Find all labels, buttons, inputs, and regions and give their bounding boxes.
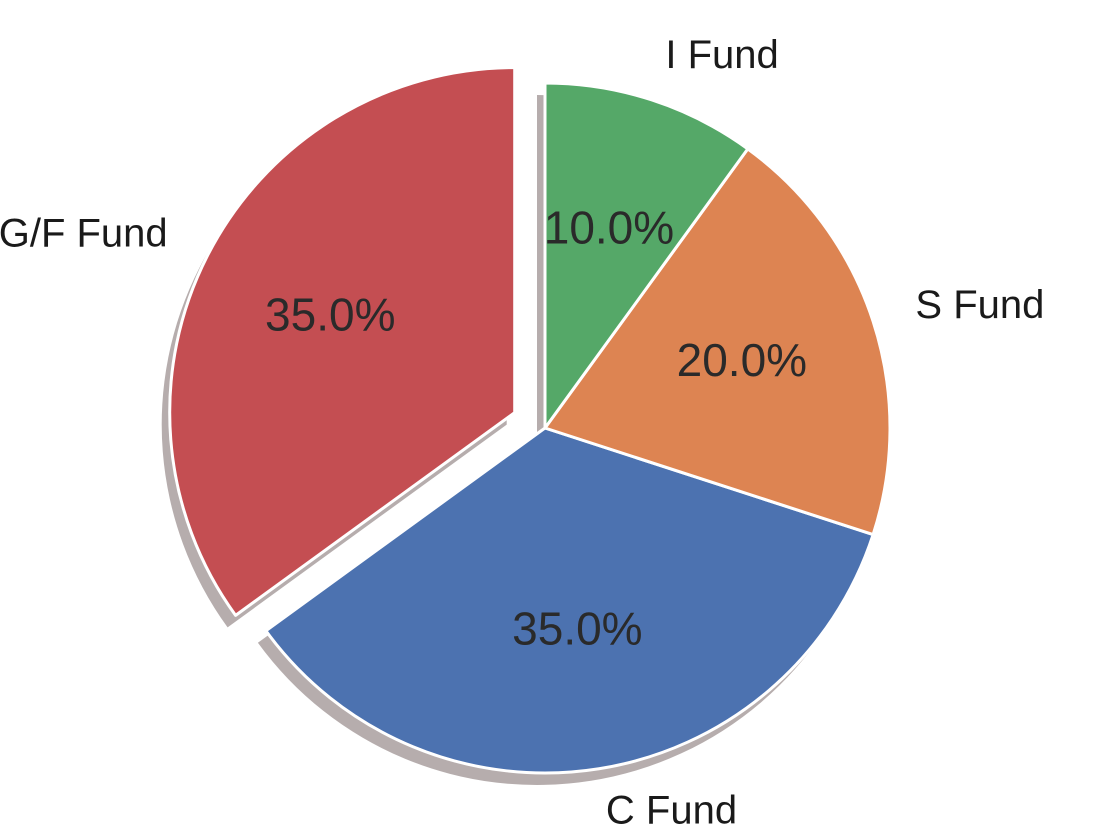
pie-label-layer: G/F Fund 35.0% C Fund 35.0% S Fund 20.0% I Fun… (0, 33, 1044, 832)
slice-pct-s-fund: 20.0% (677, 334, 807, 386)
slice-label-g-f-fund: G/F Fund (0, 211, 168, 255)
pie-slice-g-f-fund (168, 66, 517, 617)
slice-pct-g-f-fund: 35.0% (265, 289, 395, 341)
pie-slice-c-fund (264, 426, 875, 775)
pie-slice-s-fund (543, 147, 892, 537)
slice-pct-c-fund: 35.0% (512, 603, 642, 655)
slice-label-i-fund: I Fund (665, 33, 778, 77)
slice-pct-i-fund: 10.0% (544, 201, 674, 253)
slice-label-c-fund: C Fund (606, 788, 737, 832)
pie-slice-layer (168, 66, 892, 775)
pie-slice-i-fund (543, 81, 750, 430)
slice-label-s-fund: S Fund (915, 283, 1044, 327)
